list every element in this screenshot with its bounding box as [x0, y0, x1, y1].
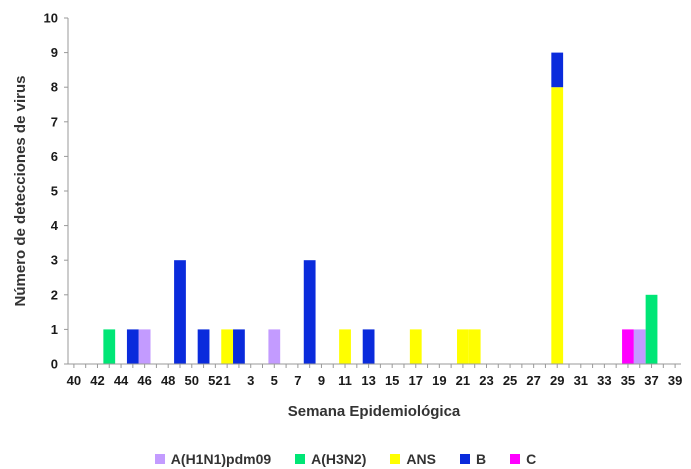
- bar-segment: [339, 329, 351, 364]
- x-tick-label: 39: [668, 373, 682, 388]
- bar-segment: [622, 329, 634, 364]
- x-axis-title: Semana Epidemiológica: [288, 403, 461, 420]
- bar-segment: [633, 329, 646, 364]
- y-axis-title: Número de detecciones de virus: [12, 76, 29, 307]
- y-tick-label: 6: [51, 149, 58, 164]
- bar-segment: [551, 87, 564, 364]
- bar-segment: [468, 329, 481, 364]
- legend-item: ANS: [390, 451, 436, 467]
- legend-label: ANS: [406, 451, 436, 467]
- legend-item: A(H1N1)pdm09: [154, 451, 272, 467]
- chart: Número de detecciones de virus Semana Ep…: [12, 11, 682, 421]
- x-tick-label: 52: [208, 373, 222, 388]
- y-tick-label: 1: [51, 322, 58, 337]
- bar-segment: [233, 329, 245, 364]
- legend-item: C: [510, 451, 536, 467]
- x-tick-label: 15: [385, 373, 399, 388]
- x-tick-label: 7: [294, 373, 301, 388]
- y-tick-label: 5: [51, 184, 58, 199]
- bar-segment: [174, 260, 186, 364]
- x-tick-label: 25: [503, 373, 517, 388]
- x-tick-label: 33: [597, 373, 611, 388]
- x-tick-label: 9: [318, 373, 325, 388]
- bar-segment: [138, 329, 151, 364]
- x-tick-label: 27: [526, 373, 540, 388]
- bar-segment: [126, 329, 139, 364]
- y-axis: 0 1 2 3 4 5 6 7 8 9 10: [44, 11, 68, 372]
- x-tick-label: 44: [114, 373, 129, 388]
- legend-label: A(H1N1)pdm09: [170, 451, 272, 467]
- x-tick-label: 37: [644, 373, 658, 388]
- bars: [103, 52, 658, 364]
- x-tick-label: 48: [161, 373, 175, 388]
- y-tick-label: 10: [44, 11, 58, 26]
- bar-segment: [457, 329, 469, 364]
- y-tick-label: 4: [51, 218, 59, 233]
- bar-segment: [103, 329, 116, 364]
- x-tick-label: 31: [574, 373, 588, 388]
- bar-segment: [409, 329, 422, 364]
- y-tick-label: 0: [51, 357, 58, 372]
- y-tick-label: 8: [51, 80, 58, 95]
- x-tick-label: 46: [137, 373, 151, 388]
- x-tick-label: 1: [224, 373, 231, 388]
- x-tick-label: 13: [361, 373, 375, 388]
- legend-swatch: [390, 454, 401, 464]
- x-tick-label: 42: [90, 373, 104, 388]
- legend-item: A(H3N2): [295, 451, 366, 467]
- bar-segment: [221, 329, 234, 364]
- legend-label: B: [475, 451, 487, 467]
- legend-swatch: [295, 454, 306, 464]
- y-tick-label: 9: [51, 45, 58, 60]
- bar-segment: [197, 329, 210, 364]
- bar-segment: [645, 294, 658, 364]
- legend-label: A(H3N2): [311, 451, 367, 467]
- x-axis: 40 42 44 46 48 50 52 1 3 5 7 9 11 13 15 17 19 21 23 25 27 29 3…: [67, 364, 682, 388]
- bar-segment: [362, 329, 375, 364]
- bar-segment: [268, 329, 281, 364]
- x-tick-label: 19: [432, 373, 446, 388]
- x-tick-label: 50: [185, 373, 199, 388]
- x-tick-label: 35: [621, 373, 635, 388]
- legend-swatch: [154, 454, 165, 464]
- x-tick-label: 40: [67, 373, 81, 388]
- legend: A(H1N1)pdm09 A(H3N2) ANS B C: [0, 449, 691, 469]
- legend-label: C: [526, 451, 537, 467]
- x-tick-label: 21: [456, 373, 470, 388]
- y-tick-label: 2: [51, 287, 58, 302]
- legend-swatch: [510, 454, 521, 464]
- x-tick-label: 11: [338, 373, 352, 388]
- x-tick-label: 3: [247, 373, 254, 388]
- bar-segment: [551, 52, 564, 88]
- y-tick-label: 7: [51, 114, 58, 129]
- x-tick-label: 23: [479, 373, 493, 388]
- legend-swatch: [459, 454, 470, 464]
- x-tick-label: 5: [271, 373, 278, 388]
- bar-segment: [303, 260, 316, 364]
- legend-item: B: [459, 451, 487, 467]
- x-tick-label: 17: [409, 373, 423, 388]
- x-tick-label: 29: [550, 373, 564, 388]
- y-tick-label: 3: [51, 253, 58, 268]
